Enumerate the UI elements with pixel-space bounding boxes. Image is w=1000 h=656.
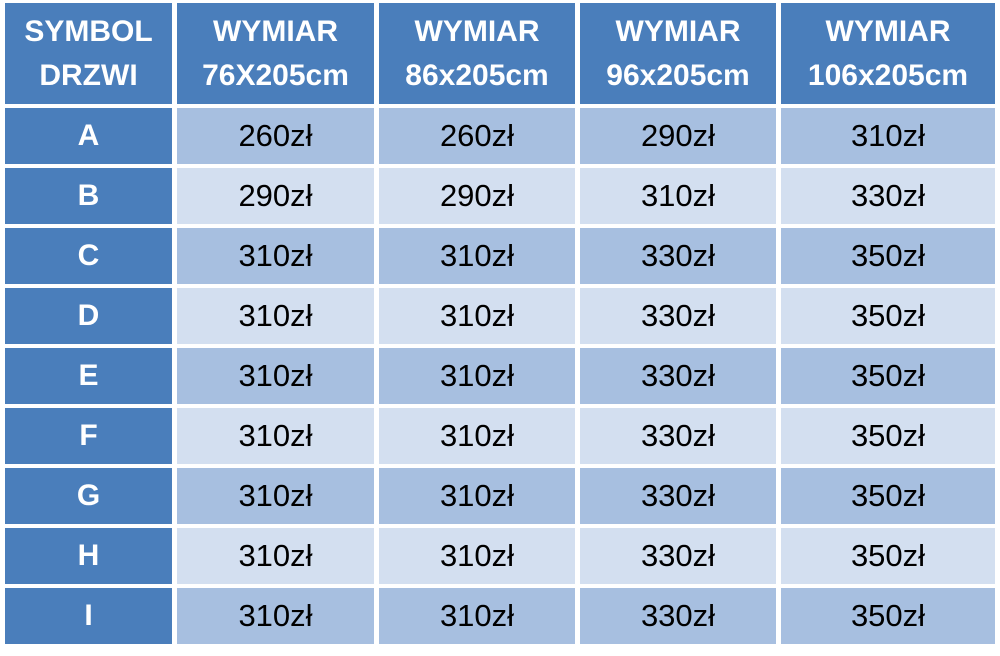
header-line: WYMIAR: [414, 14, 540, 48]
price-cell: 310zł: [379, 588, 575, 644]
price-cell: 290zł: [177, 168, 374, 224]
price-cell: 310zł: [379, 348, 575, 404]
price-cell: 330zł: [580, 468, 776, 524]
price-cell: 350zł: [781, 468, 995, 524]
header-line: WYMIAR: [615, 14, 741, 48]
door-symbol: H: [5, 528, 172, 584]
price-cell: 310zł: [781, 108, 995, 164]
header-line: 96x205cm: [606, 58, 750, 92]
price-cell: 310zł: [177, 228, 374, 284]
door-symbol: F: [5, 408, 172, 464]
price-cell: 260zł: [177, 108, 374, 164]
door-symbol: B: [5, 168, 172, 224]
price-cell: 310zł: [379, 468, 575, 524]
price-cell: 310zł: [177, 288, 374, 344]
price-cell: 260zł: [379, 108, 575, 164]
header-line: 76X205cm: [202, 58, 349, 92]
price-cell: 330zł: [580, 348, 776, 404]
price-cell: 310zł: [379, 228, 575, 284]
price-cell: 350zł: [781, 588, 995, 644]
price-cell: 310zł: [177, 528, 374, 584]
header-cell: WYMIAR 96x205cm: [580, 3, 776, 104]
price-cell: 330zł: [580, 528, 776, 584]
price-cell: 350zł: [781, 528, 995, 584]
price-cell: 310zł: [177, 468, 374, 524]
price-cell: 330zł: [580, 408, 776, 464]
header-line: SYMBOL: [24, 14, 153, 48]
price-cell: 310zł: [177, 408, 374, 464]
price-cell: 350zł: [781, 348, 995, 404]
price-cell: 350zł: [781, 228, 995, 284]
price-cell: 330zł: [580, 588, 776, 644]
header-cell: WYMIAR 106x205cm: [781, 3, 995, 104]
price-cell: 310zł: [379, 408, 575, 464]
price-cell: 350zł: [781, 408, 995, 464]
price-cell: 310zł: [379, 288, 575, 344]
price-cell: 330zł: [580, 288, 776, 344]
door-symbol: G: [5, 468, 172, 524]
header-line: WYMIAR: [213, 14, 338, 48]
price-cell: 310zł: [580, 168, 776, 224]
price-cell: 290zł: [580, 108, 776, 164]
door-symbol: C: [5, 228, 172, 284]
price-cell: 290zł: [379, 168, 575, 224]
header-line: WYMIAR: [825, 14, 951, 48]
header-line: DRZWI: [39, 58, 138, 92]
header-line: 86x205cm: [405, 58, 549, 92]
price-cell: 310zł: [177, 348, 374, 404]
door-symbol: A: [5, 108, 172, 164]
door-symbol: I: [5, 588, 172, 644]
price-cell: 350zł: [781, 288, 995, 344]
header-cell: WYMIAR 86x205cm: [379, 3, 575, 104]
door-symbol: E: [5, 348, 172, 404]
header-line: 106x205cm: [807, 58, 969, 92]
price-cell: 310zł: [379, 528, 575, 584]
door-symbol: D: [5, 288, 172, 344]
header-cell: WYMIAR 76X205cm: [177, 3, 374, 104]
header-cell: SYMBOL DRZWI: [5, 3, 172, 104]
price-cell: 310zł: [177, 588, 374, 644]
price-cell: 330zł: [781, 168, 995, 224]
price-cell: 330zł: [580, 228, 776, 284]
